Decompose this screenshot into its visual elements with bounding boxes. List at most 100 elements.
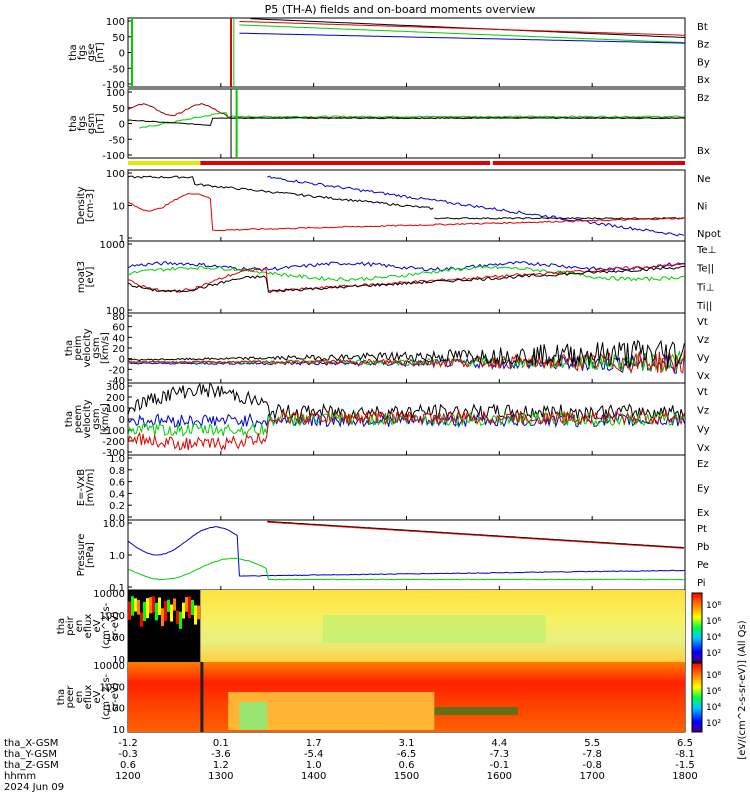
- trace-pt: [267, 520, 684, 549]
- spectrogram-block: [188, 596, 191, 619]
- y-axis-label: en: [74, 691, 85, 704]
- x-row-value: -5.4: [304, 749, 324, 760]
- y-axis-label: eflux: [83, 685, 94, 710]
- y-tick-label: 1: [119, 234, 125, 245]
- mode-bar-fast: [200, 161, 491, 165]
- y-axis-label: tha: [56, 689, 67, 705]
- x-row-value: -8.1: [675, 749, 695, 760]
- y-tick-label: -100: [102, 80, 125, 91]
- y-tick-label: 50: [112, 33, 125, 44]
- spectrogram-block: [182, 602, 185, 619]
- x-row-label: tha_X-GSM: [4, 738, 58, 749]
- x-row-value: 1700: [579, 771, 604, 782]
- trace-ti-par: [127, 265, 686, 293]
- traces-temperature: [127, 261, 686, 294]
- y-tick-label: 1000: [100, 240, 125, 251]
- colorbar-label: [eV/(cm^2-s-sr-eV)] (All Qs): [737, 620, 748, 759]
- spectrogram-block: [176, 610, 179, 625]
- spectrogram-block: [140, 612, 143, 627]
- colorbar-lower: [691, 662, 703, 733]
- y-axis-label: velocity: [82, 399, 93, 438]
- y-axis-label: en: [74, 620, 85, 633]
- spectrogram-block: [134, 598, 137, 612]
- x-row-value: 0.6: [399, 760, 415, 771]
- y-tick-label: 10: [112, 725, 125, 736]
- y-axis-label: Pressure: [76, 534, 87, 577]
- legend-item: Ti||: [696, 301, 712, 312]
- spectrogram-peer: [128, 662, 685, 732]
- y-axis-label: [eV]: [85, 267, 96, 288]
- y-axis-label: moat3: [76, 261, 87, 293]
- trace-bz: [239, 21, 686, 36]
- legend-item: Te⊥: [696, 245, 716, 256]
- y-axis-label: peer: [65, 685, 76, 709]
- trace-vt: [127, 339, 685, 369]
- y-tick-label: 200: [106, 393, 125, 404]
- x-row-value: -6.5: [397, 749, 417, 760]
- traces-fgs-gsm: [127, 89, 686, 158]
- x-row-value: 1800: [672, 771, 697, 782]
- legend-item: Bz: [697, 40, 709, 51]
- legend-item: Ey: [697, 484, 709, 495]
- legend-item: Ni: [697, 202, 707, 213]
- legend-item: Bx: [697, 146, 710, 157]
- trace-bx: [138, 112, 686, 129]
- legend-item: By: [697, 57, 710, 68]
- colorbar-tick: 10⁸: [706, 601, 721, 611]
- trace-npot: [267, 175, 685, 237]
- trace-by: [239, 24, 686, 44]
- y-tick-label: 1.0: [109, 551, 125, 562]
- panel-density: 100 10 1 Density[cm-3] Ne Ni Npot: [76, 169, 721, 245]
- y-axis-label: velocity: [82, 328, 93, 367]
- legend-item: Te||: [696, 264, 714, 275]
- legend-item: Bx: [697, 75, 710, 86]
- spectrogram-block: [191, 599, 194, 616]
- x-row-value: 1.2: [213, 760, 229, 771]
- colorbar-upper: [691, 592, 703, 663]
- traces-peem-velocity: [127, 382, 685, 452]
- colorbar-tick: 10²: [706, 649, 721, 659]
- y-tick-label: -40: [109, 376, 125, 387]
- y-tick-label: 10: [112, 655, 125, 666]
- trace-vz: [127, 409, 685, 452]
- panel-efield: 1.00.80.60.40.20.0 E=-VxB[mV/m] Ez Ey Ex: [76, 454, 709, 524]
- legend-item: Pt: [697, 524, 707, 535]
- legend-item: Vx: [697, 371, 710, 382]
- panel-frame: [127, 240, 686, 314]
- legend-item: Pb: [697, 542, 709, 553]
- legend-item: Vt: [697, 317, 708, 328]
- y-tick-label: 0.6: [109, 478, 125, 489]
- y-axis-label: E=-VxB: [76, 469, 87, 506]
- y-axis-label: gse: [86, 44, 97, 62]
- spectrogram-block: [179, 611, 182, 629]
- spectrogram-block: [131, 596, 134, 616]
- x-row-value: 1400: [301, 771, 326, 782]
- x-row-value: -0.1: [490, 760, 510, 771]
- y-axis-label: [mV/m]: [85, 469, 96, 507]
- y-axis-label: gsm: [91, 408, 102, 429]
- y-axis-label: tha: [56, 618, 67, 634]
- y-tick-label: 300: [106, 382, 125, 393]
- spectrogram-block: [152, 596, 155, 613]
- y-tick-label: -200: [102, 437, 125, 448]
- mode-bar: [128, 161, 685, 165]
- y-tick-label: -300: [102, 448, 125, 459]
- x-row-value: 1200: [115, 771, 140, 782]
- trace-ne: [127, 192, 685, 232]
- y-axis-label: [nPa]: [85, 542, 96, 568]
- spectrogram-block: [185, 596, 188, 612]
- x-axis-annotation: tha_X-GSM -1.2 0.1 1.7 3.1 4.4 5.5 6.5 tha_Y-GSM…: [4, 738, 698, 793]
- spectrogram-block: [158, 597, 161, 615]
- trace-bx: [239, 32, 685, 44]
- y-tick-label: 0.0: [109, 513, 125, 524]
- y-axis-label: fgs: [77, 45, 88, 60]
- y-axis-label: peir: [65, 615, 76, 635]
- y-tick-label: 50: [112, 104, 125, 115]
- x-row-value: 1.7: [306, 738, 322, 749]
- legend-item: Ez: [697, 459, 709, 470]
- legend-item: Vz: [697, 406, 709, 417]
- y-axis-label: eV: [92, 690, 103, 703]
- y-tick-label: 80: [112, 312, 125, 323]
- spectrogram-block: [197, 605, 200, 620]
- trace-vt: [127, 382, 685, 421]
